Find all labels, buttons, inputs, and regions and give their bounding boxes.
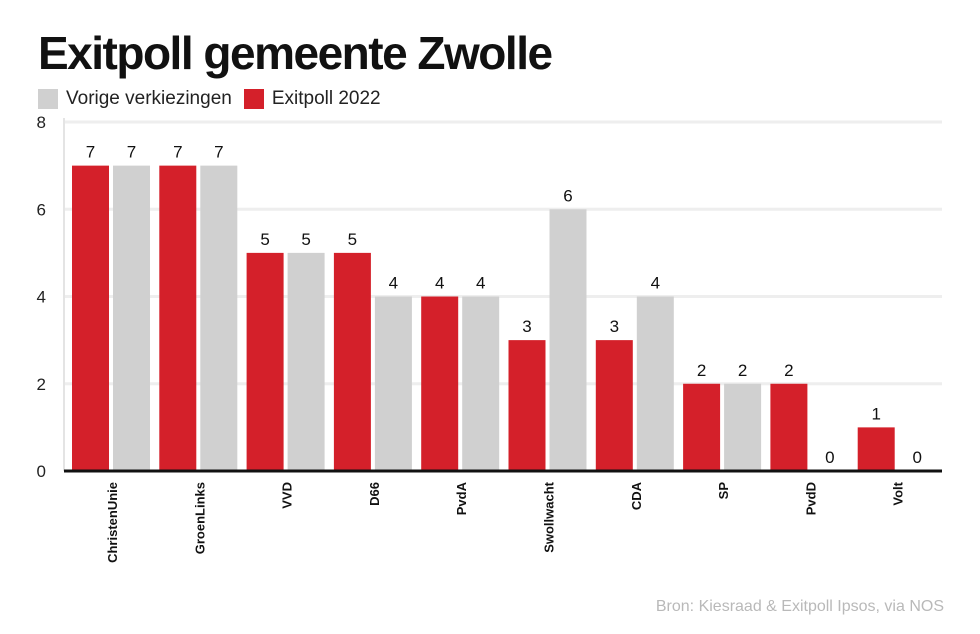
x-tick-label: D66 (367, 482, 382, 506)
data-label: 2 (784, 361, 793, 380)
legend-item-previous: Vorige verkiezingen (38, 88, 232, 110)
data-label: 3 (522, 317, 531, 336)
x-tick-label: Swollwacht (542, 481, 557, 552)
bar-sp-previous (724, 383, 762, 471)
chart-title: Exitpoll gemeente Zwolle (38, 27, 553, 79)
x-tick-label: SP (716, 482, 731, 500)
bar-pvda-exitpoll (421, 296, 459, 471)
y-tick-label: 2 (37, 375, 46, 394)
x-tick-label: GroenLinks (192, 482, 207, 554)
bar-pvda-previous (462, 296, 500, 471)
data-label: 4 (476, 274, 485, 293)
data-label: 5 (348, 230, 357, 249)
data-label: 4 (435, 274, 444, 293)
data-label: 6 (563, 186, 572, 205)
bar-swollwacht-exitpoll (508, 340, 546, 471)
data-label: 2 (738, 361, 747, 380)
legend-label-exitpoll: Exitpoll 2022 (271, 88, 381, 109)
x-tick-label: PvdA (454, 481, 469, 515)
data-label: 7 (173, 143, 182, 162)
y-tick-label: 4 (37, 288, 46, 307)
bar-christenunie-exitpoll (72, 165, 109, 471)
data-label: 4 (651, 274, 660, 293)
legend: Vorige verkiezingen Exitpoll 2022 (38, 88, 393, 110)
data-label: 7 (86, 143, 95, 162)
y-tick-label: 8 (37, 113, 46, 132)
bar-d66-previous (374, 296, 412, 471)
source-note: Bron: Kiesraad & Exitpoll Ipsos, via NOS (655, 598, 944, 615)
x-tick-label: Volt (891, 481, 906, 505)
bar-volt-exitpoll (857, 427, 895, 471)
bar-groenlinks-previous (200, 165, 238, 471)
legend-item-exitpoll: Exitpoll 2022 (243, 88, 381, 110)
bar-cda-exitpoll (595, 340, 633, 471)
x-tick-label: ChristenUnie (105, 482, 120, 563)
x-tick-label: PvdD (803, 482, 818, 515)
legend-swatch-previous (38, 89, 58, 109)
bar-vvd-exitpoll (246, 252, 284, 471)
data-label: 5 (301, 230, 310, 249)
bar-christenunie-previous (113, 165, 150, 471)
bar-vvd-previous (287, 252, 325, 471)
data-label: 0 (912, 448, 921, 467)
data-label: 5 (260, 230, 269, 249)
legend-label-previous: Vorige verkiezingen (66, 88, 232, 109)
bar-sp-exitpoll (683, 383, 721, 471)
data-label: 1 (871, 404, 880, 423)
data-label: 3 (610, 317, 619, 336)
x-tick-label: CDA (629, 481, 644, 510)
bar-d66-exitpoll (333, 252, 371, 471)
bar-groenlinks-exitpoll (159, 165, 197, 471)
bar-swollwacht-previous (549, 209, 587, 471)
data-label: 7 (214, 143, 223, 162)
bar-pvdd-exitpoll (770, 383, 808, 471)
y-tick-label: 6 (37, 200, 46, 219)
data-label: 2 (697, 361, 706, 380)
x-tick-label: VVD (280, 482, 295, 509)
data-label: 4 (389, 274, 398, 293)
y-tick-label: 0 (37, 462, 46, 481)
data-label: 7 (127, 143, 136, 162)
legend-swatch-exitpoll (243, 89, 264, 109)
bar-cda-previous (636, 296, 674, 471)
data-label: 0 (825, 448, 834, 467)
